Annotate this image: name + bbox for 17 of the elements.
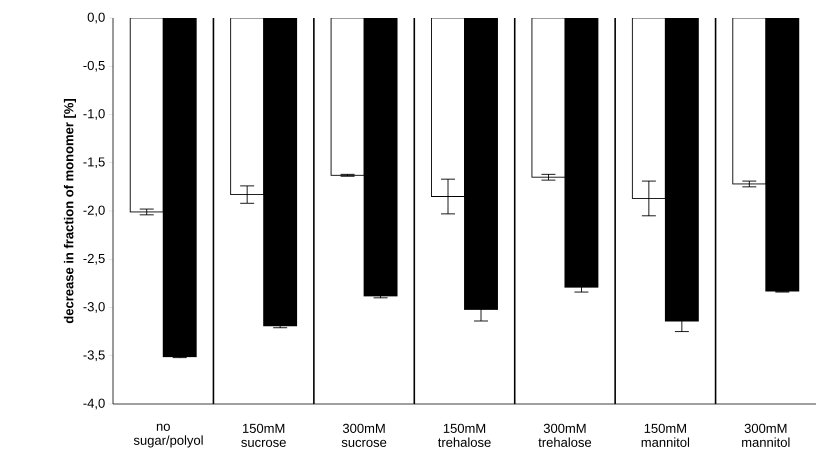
y-tick-label: -2,5 <box>83 254 105 265</box>
x-tick-label: no sugar/polyol <box>134 424 203 448</box>
y-tick-label: 0,0 <box>88 12 105 24</box>
y-tick-label: -1,5 <box>83 157 105 168</box>
x-tick-label: 300mM sucrose <box>342 424 386 447</box>
y-tick-label: -1,0 <box>83 109 105 120</box>
x-tick-label: 300mM mannitol <box>742 424 790 447</box>
y-tick-label: -2,0 <box>83 206 105 216</box>
x-tick-label: 150mM sucrose <box>241 424 286 447</box>
y-axis-title: decrease in fraction of monomer [%] <box>64 99 76 324</box>
y-tick-label: -3,0 <box>83 302 105 313</box>
y-tick-label: -3,5 <box>83 350 105 362</box>
y-tick-label: -0,5 <box>83 60 105 72</box>
x-tick-label: 150mM trehalose <box>438 424 491 447</box>
y-tick-label: -4,0 <box>83 398 105 410</box>
x-tick-label: 300mM trehalose <box>538 424 592 447</box>
x-tick-label: 150mM mannitol <box>642 424 690 447</box>
